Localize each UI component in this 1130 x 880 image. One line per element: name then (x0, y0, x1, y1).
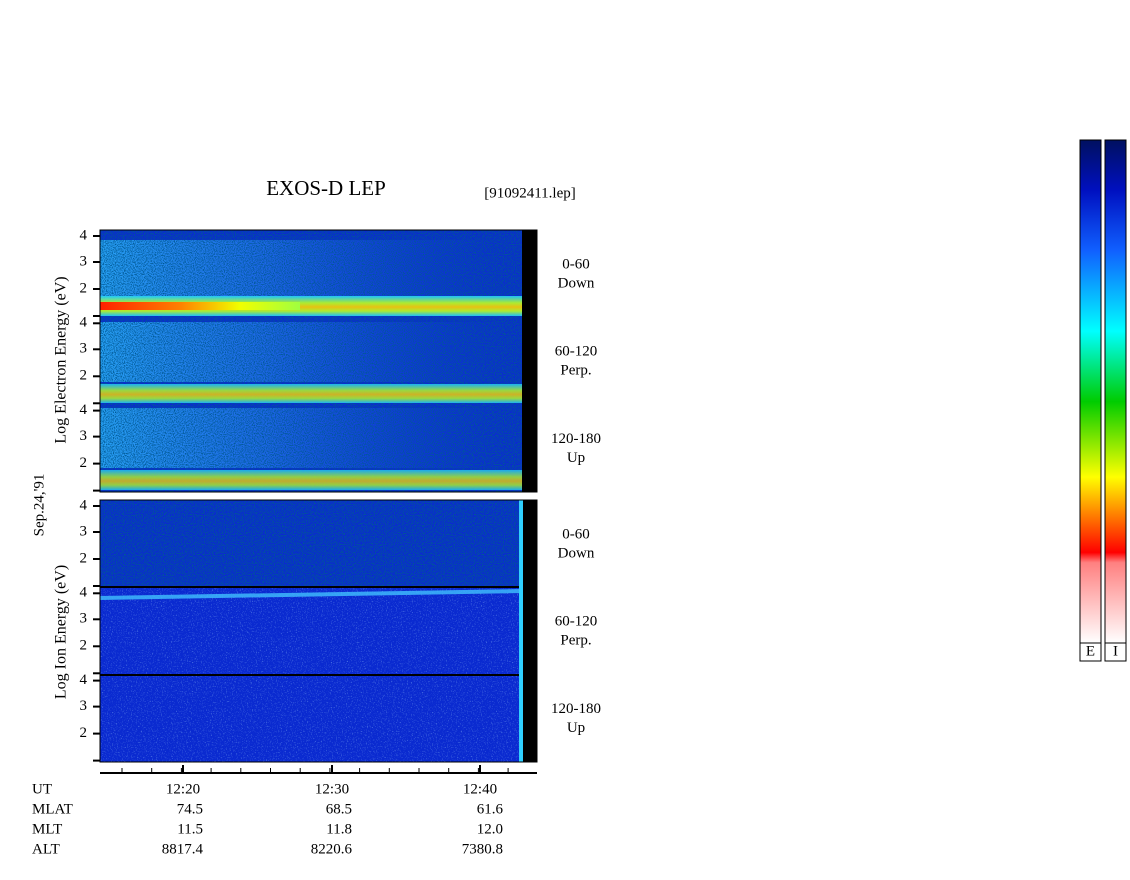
y-tick-label: 3 (80, 341, 88, 357)
pitch-label: 0-60 (562, 526, 590, 542)
ion-spectrogram (99, 499, 538, 763)
pitch-label: 60-120 (555, 344, 598, 360)
colorbar-label: I (1113, 643, 1118, 659)
direction-label: Down (558, 275, 595, 291)
time-tick-label: 12:30 (315, 781, 349, 797)
file-name: [91092411.lep] (484, 185, 576, 201)
y-tick-label: 3 (80, 523, 88, 539)
date: Sep.24,'91 (31, 474, 47, 537)
colorbars (1079, 139, 1127, 662)
y-tick-label: 2 (80, 368, 88, 384)
table-value: 8220.6 (311, 841, 353, 857)
pitch-label: 120-180 (551, 701, 601, 717)
row-label: ALT (32, 841, 60, 857)
row-label: MLAT (32, 801, 73, 817)
pitch-label: 0-60 (562, 256, 590, 272)
electron-spectrogram (99, 229, 538, 493)
direction-label: Down (558, 545, 595, 561)
pitch-label: 60-120 (555, 614, 598, 630)
y-tick-label: 3 (80, 428, 88, 444)
y-tick-label: 2 (80, 280, 88, 296)
time-tick-label: 12:20 (166, 781, 200, 797)
electron-axis-label: Log Electron Energy (eV) (53, 276, 70, 443)
ion-axis-label: Log Ion Energy (eV) (53, 565, 70, 699)
table-value: 11.5 (177, 821, 203, 837)
table-value: 68.5 (326, 801, 352, 817)
direction-label: Perp. (560, 633, 591, 649)
y-tick-label: 3 (80, 611, 88, 627)
colorbar-label: E (1086, 643, 1095, 659)
table-value: 7380.8 (462, 841, 503, 857)
table-value: 61.6 (477, 801, 504, 817)
y-tick-label: 2 (80, 725, 88, 741)
direction-label: Perp. (560, 363, 591, 379)
y-tick-label: 3 (80, 253, 88, 269)
title: EXOS-D LEP (266, 176, 386, 200)
y-tick-label: 4 (80, 585, 88, 601)
direction-label: Up (567, 720, 585, 736)
y-tick-label: 2 (80, 638, 88, 654)
table-value: 11.8 (326, 821, 352, 837)
table-value: 74.5 (177, 801, 203, 817)
table-value: 8817.4 (162, 841, 204, 857)
y-tick-label: 4 (80, 315, 88, 331)
pitch-label: 120-180 (551, 431, 601, 447)
time-tick-label: 12:40 (463, 781, 497, 797)
row-label: MLT (32, 821, 62, 837)
y-tick-label: 4 (80, 227, 88, 243)
y-tick-label: 4 (80, 672, 88, 688)
direction-label: Up (567, 450, 585, 466)
y-tick-label: 2 (80, 455, 88, 471)
time-axis-label: UT (32, 781, 52, 797)
y-tick-label: 3 (80, 698, 88, 714)
y-tick-label: 4 (80, 402, 88, 418)
table-value: 12.0 (477, 821, 503, 837)
y-tick-label: 2 (80, 550, 88, 566)
y-tick-label: 4 (80, 497, 88, 513)
